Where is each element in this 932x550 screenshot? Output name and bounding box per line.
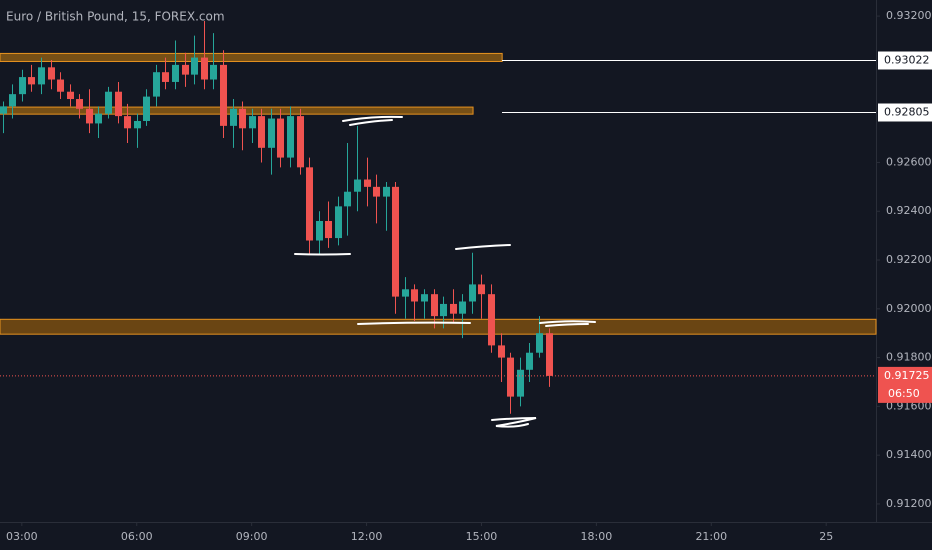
price-label-box xyxy=(878,103,932,122)
candle-body xyxy=(316,220,323,241)
last-price-label: 0.91725 xyxy=(884,369,930,382)
x-tick-label: 15:00 xyxy=(466,530,498,543)
zone xyxy=(0,52,503,62)
x-tick-label: 03:00 xyxy=(6,530,38,543)
candle-body xyxy=(431,294,438,317)
zone xyxy=(0,318,877,335)
price-label: 0.93022 xyxy=(884,54,930,67)
plot-area xyxy=(0,20,877,414)
candle-body xyxy=(421,294,428,302)
price-label-box xyxy=(878,51,932,70)
candle-body xyxy=(172,64,179,82)
candle-body xyxy=(517,369,524,397)
annotations xyxy=(294,115,596,428)
candle-body xyxy=(402,289,409,297)
candle-body xyxy=(411,289,418,302)
candle-body xyxy=(344,191,351,207)
annotation-stroke xyxy=(294,253,351,256)
candle-body xyxy=(230,108,237,126)
candle-body xyxy=(153,72,160,97)
candle-body xyxy=(67,91,74,100)
y-tick-label: 0.91400 xyxy=(886,448,932,461)
candle-body xyxy=(162,72,169,82)
candle-body xyxy=(191,57,198,75)
candle-body xyxy=(239,108,246,129)
candle-body xyxy=(57,79,64,92)
y-tick-label: 0.91200 xyxy=(886,497,932,510)
candle-body xyxy=(201,57,208,80)
candle-body xyxy=(546,333,553,376)
price-label: 0.92805 xyxy=(884,106,930,119)
candle-body xyxy=(306,167,313,241)
candle-body xyxy=(364,179,371,187)
candle-body xyxy=(498,345,505,358)
candle-body xyxy=(48,67,55,80)
y-tick-label: 0.92400 xyxy=(886,204,932,217)
annotation-stroke xyxy=(357,321,471,325)
x-tick-label: 25 xyxy=(819,530,833,543)
candle-body xyxy=(0,106,7,114)
annotation-stroke xyxy=(491,417,537,428)
candle-body xyxy=(488,294,495,346)
candle-body xyxy=(28,77,35,85)
candle-body xyxy=(249,116,256,129)
candle-body xyxy=(105,91,112,114)
countdown-label: 06:50 xyxy=(888,387,920,400)
candle-body xyxy=(536,333,543,353)
candle-body xyxy=(297,116,304,168)
candle-body xyxy=(268,118,275,148)
candle-body xyxy=(277,118,284,158)
annotation-stroke xyxy=(342,115,403,126)
candle-body xyxy=(76,99,83,109)
candle-body xyxy=(38,67,45,85)
y-tick-label: 0.91800 xyxy=(886,351,932,364)
y-tick-label: 0.92600 xyxy=(886,155,932,168)
candle-body xyxy=(124,116,131,129)
y-tick-label: 0.93200 xyxy=(886,9,932,22)
x-tick-label: 18:00 xyxy=(581,530,613,543)
candle-body xyxy=(440,303,447,317)
candle-body xyxy=(95,113,102,124)
candle-body xyxy=(383,186,390,197)
x-tick-label: 12:00 xyxy=(351,530,383,543)
candle-body xyxy=(335,206,342,239)
x-tick-label: 21:00 xyxy=(695,530,727,543)
candle-body xyxy=(373,186,380,197)
candle-body xyxy=(450,303,457,314)
y-tick-label: 0.92000 xyxy=(886,302,932,315)
y-tick-label: 0.92200 xyxy=(886,253,932,266)
candle-body xyxy=(9,94,16,107)
candle-body xyxy=(19,77,26,95)
candle-body xyxy=(469,284,476,302)
candle-body xyxy=(526,352,533,370)
candle-body xyxy=(507,357,514,397)
candle-body xyxy=(210,64,217,80)
candle-body xyxy=(325,220,332,239)
candle-body xyxy=(86,108,93,124)
candle-body xyxy=(354,179,361,192)
candle-body xyxy=(220,64,227,126)
candle-body xyxy=(478,284,485,295)
candle-body xyxy=(182,64,189,75)
candle-body xyxy=(115,91,122,117)
candle-body xyxy=(143,96,150,121)
x-tick-label: 09:00 xyxy=(236,530,268,543)
candle-body xyxy=(258,116,265,148)
annotation-stroke xyxy=(455,244,511,250)
annotation-stroke xyxy=(539,320,596,327)
candle-body xyxy=(392,186,399,297)
candle-body xyxy=(134,120,141,129)
chart-title: Euro / British Pound, 15, FOREX.com xyxy=(6,10,225,24)
candle-body xyxy=(459,301,466,314)
x-tick-label: 06:00 xyxy=(121,530,153,543)
last-price-box xyxy=(878,366,932,403)
candle-body xyxy=(287,116,294,158)
